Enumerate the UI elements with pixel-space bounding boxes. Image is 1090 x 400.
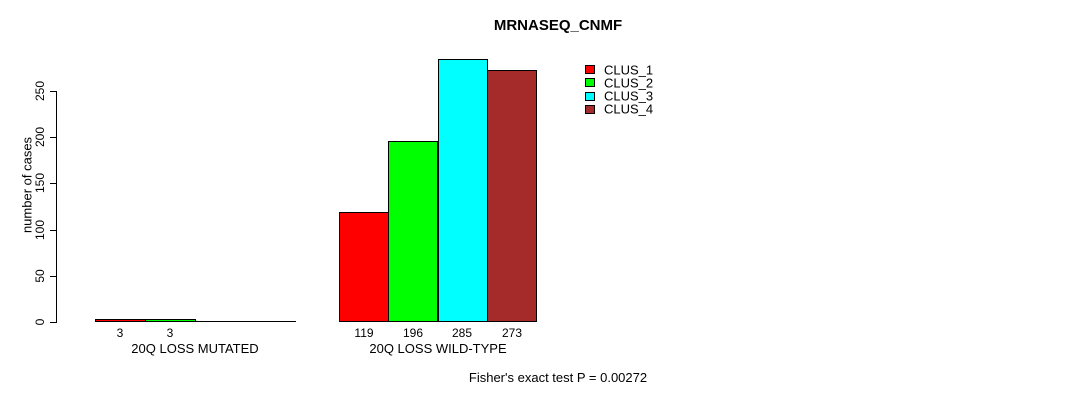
- y-axis-line: [56, 91, 57, 323]
- legend-swatch-clus_3: [585, 92, 595, 101]
- legend-swatch-clus_1: [585, 65, 595, 74]
- y-axis-tick-label: 200: [33, 126, 47, 148]
- legend-label-clus_3: CLUS_3: [604, 88, 654, 104]
- y-axis-tick: [50, 183, 56, 184]
- bar-value-label: 119: [354, 326, 374, 340]
- bar-value-label: 285: [451, 326, 473, 340]
- bar-clus_4: [487, 70, 537, 322]
- bar-value-label: 3: [116, 326, 124, 340]
- y-axis-tick-label: 0: [33, 318, 47, 326]
- y-axis-tick: [50, 276, 56, 277]
- bar-clus_2: [388, 141, 438, 322]
- fisher-test-annotation: Fisher's exact test P = 0.00272: [468, 370, 648, 385]
- bar-clus_1: [339, 212, 389, 322]
- bar-clus_1: [95, 319, 146, 322]
- x-group-label: 20Q LOSS WILD-TYPE: [369, 341, 507, 356]
- legend-swatch-clus_4: [585, 105, 595, 114]
- legend-label-clus_2: CLUS_2: [604, 75, 654, 91]
- y-axis-tick-label: 50: [33, 269, 47, 283]
- bar-value-label: 3: [166, 326, 174, 340]
- y-axis-tick: [50, 137, 56, 138]
- chart-title: MRNASEQ_CNMF: [493, 17, 623, 34]
- bar-clus_3: [438, 59, 488, 322]
- y-axis-tick: [50, 230, 56, 231]
- y-axis-tick: [50, 322, 56, 323]
- y-axis-tick-label: 250: [33, 80, 47, 102]
- bar-value-label: 273: [501, 326, 523, 340]
- y-axis-tick-label: 150: [33, 172, 47, 194]
- x-group-label: 20Q LOSS MUTATED: [131, 341, 259, 356]
- legend-swatch-clus_2: [585, 78, 595, 87]
- bar-clus_2: [145, 319, 196, 322]
- legend-label-clus_4: CLUS_4: [604, 101, 654, 117]
- y-axis-tick-label: 100: [33, 219, 47, 241]
- y-axis-tick: [50, 91, 56, 92]
- legend-label-clus_1: CLUS_1: [604, 62, 654, 78]
- bar-value-label: 196: [402, 326, 424, 340]
